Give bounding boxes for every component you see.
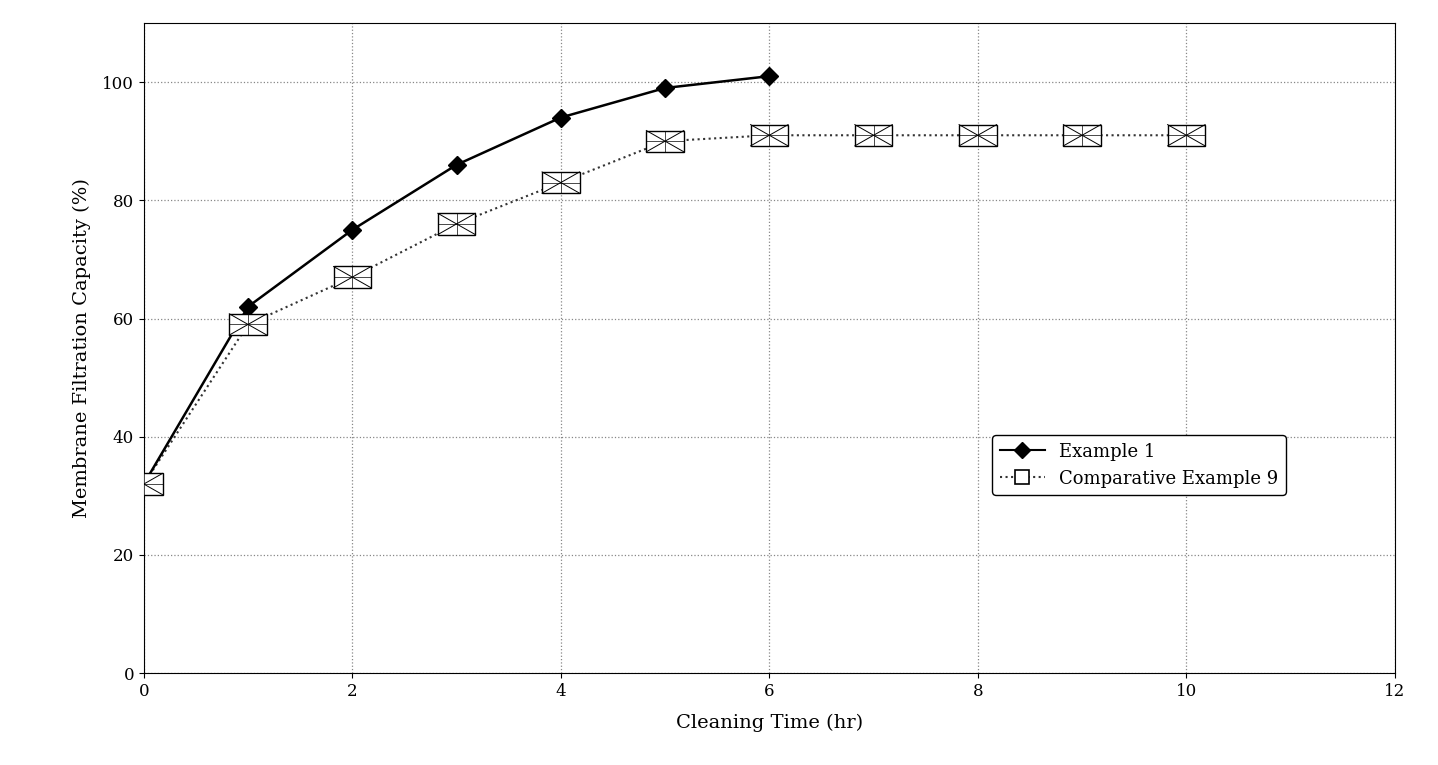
Bar [854, 125, 893, 146]
Bar [751, 125, 788, 146]
Bar [646, 131, 684, 151]
Bar [334, 266, 371, 288]
Y-axis label: Membrane Filtration Capacity (%): Membrane Filtration Capacity (%) [73, 178, 91, 518]
Bar [437, 213, 476, 235]
Bar [542, 172, 580, 194]
Bar [959, 125, 997, 146]
Bar [1063, 125, 1102, 146]
Bar [229, 314, 267, 335]
Bar [125, 474, 162, 495]
X-axis label: Cleaning Time (hr): Cleaning Time (hr) [676, 714, 863, 732]
Legend: Example 1, Comparative Example 9: Example 1, Comparative Example 9 [992, 435, 1286, 495]
Bar [1168, 125, 1205, 146]
